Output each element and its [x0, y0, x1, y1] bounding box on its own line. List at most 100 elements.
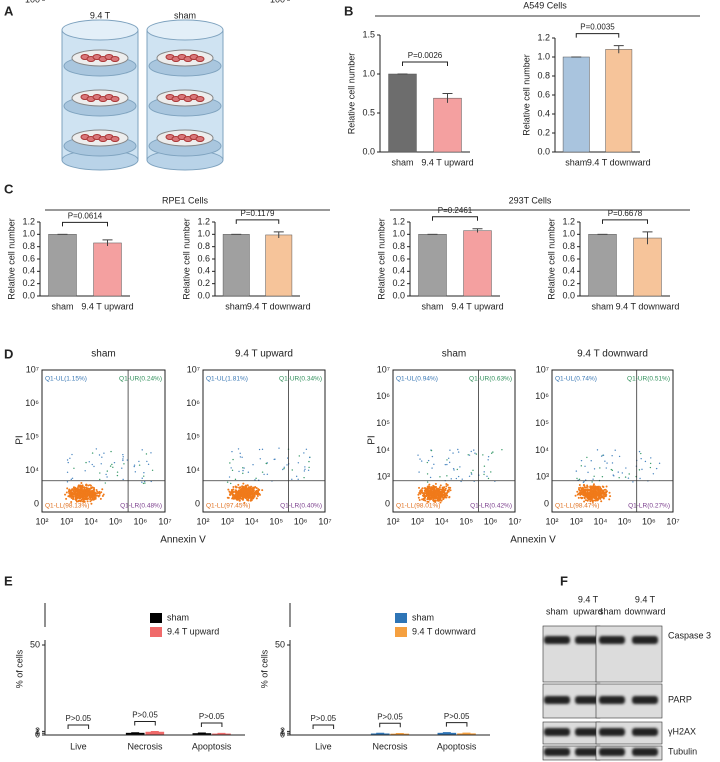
event-dot — [96, 492, 99, 495]
event-dot — [238, 499, 241, 502]
event-dot — [91, 452, 94, 454]
x-tick-label: sham — [421, 301, 443, 311]
band — [544, 748, 570, 756]
event-dot — [89, 493, 92, 496]
event-dot — [254, 479, 256, 481]
y-tick-label: 0.0 — [392, 290, 405, 300]
x-tick-label: 10⁵ — [109, 516, 123, 526]
plot-title: sham — [91, 349, 115, 360]
event-dot — [304, 468, 306, 471]
event-dot — [230, 482, 232, 485]
event-dot — [303, 452, 305, 454]
event-dot — [307, 469, 310, 471]
event-dot — [593, 489, 596, 492]
western-blots: sham 9.4 T upward 9.4 T sham downward Ca… — [542, 594, 711, 761]
y-tick-label: 0.0 — [537, 146, 550, 156]
event-dot — [442, 497, 445, 500]
event-dot — [106, 470, 108, 472]
event-dot — [455, 477, 458, 480]
event-dot — [601, 492, 604, 495]
event-dot — [421, 487, 424, 490]
event-dot — [239, 452, 241, 455]
event-dot — [583, 497, 586, 500]
event-dot — [591, 481, 593, 483]
event-dot — [604, 495, 607, 498]
event-dot — [138, 460, 140, 463]
event-dot — [273, 458, 275, 461]
event-dot — [609, 495, 612, 498]
event-dot — [420, 491, 423, 494]
event-dot — [438, 495, 441, 498]
y-tick-label: 10³ — [536, 472, 549, 482]
event-dot — [583, 492, 586, 495]
event-dot — [66, 459, 69, 461]
y-axis-title: Relative cell number — [6, 218, 16, 300]
x-tick-label: Necrosis — [127, 741, 163, 751]
event-dot — [436, 494, 439, 497]
bar — [588, 234, 617, 297]
event-dot — [111, 463, 113, 466]
event-dot — [423, 492, 426, 495]
event-dot — [446, 475, 448, 477]
y-tick-label: 0 — [195, 498, 200, 508]
event-dot — [450, 478, 452, 480]
event-dot — [439, 488, 442, 491]
y-tick-label: 10⁷ — [26, 364, 39, 374]
event-dot — [116, 474, 119, 477]
event-dot — [576, 490, 579, 493]
event-dot — [487, 456, 490, 458]
event-dot — [142, 482, 145, 485]
event-dot — [80, 481, 83, 484]
event-dot — [95, 488, 98, 491]
bar — [463, 230, 492, 297]
event-dot — [605, 491, 608, 494]
event-dot — [252, 463, 254, 466]
error-bar — [613, 45, 624, 54]
x-tick-label: sham — [225, 301, 247, 311]
event-dot — [143, 475, 145, 477]
event-dot — [231, 493, 234, 496]
event-dot — [580, 492, 583, 495]
p-value: P>0.05 — [377, 712, 403, 721]
event-dot — [286, 464, 288, 466]
event-dot — [99, 497, 102, 500]
event-dot — [89, 500, 92, 503]
y-tick-label: 0 — [385, 498, 390, 508]
p-value: P>0.05 — [311, 714, 337, 723]
event-dot — [596, 486, 599, 489]
event-dot — [599, 486, 602, 489]
event-dot — [99, 472, 101, 474]
y-tick-label: 0.6 — [22, 253, 35, 263]
event-dot — [66, 471, 69, 473]
bar — [418, 234, 447, 297]
event-dot — [443, 491, 446, 494]
event-dot — [256, 493, 259, 496]
y-tick-label: 10⁴ — [25, 465, 39, 475]
y-tick-label: 10⁶ — [376, 391, 390, 401]
event-dot — [417, 454, 419, 456]
plot-frame — [551, 369, 674, 513]
event-dot — [596, 499, 599, 502]
event-dot — [232, 458, 234, 461]
lane-label: 9.4 T — [578, 594, 599, 604]
event-dot — [67, 495, 70, 498]
y-axis-title: Relative cell number — [521, 54, 531, 136]
event-dot — [588, 497, 591, 500]
event-dot — [98, 454, 101, 456]
event-dot — [441, 486, 444, 489]
group-title: A549 Cells — [523, 0, 567, 10]
y-tick-label: 10⁶ — [186, 398, 200, 408]
stack-label: 9.4 T — [90, 10, 111, 20]
event-dot — [237, 498, 240, 501]
event-dot — [492, 451, 494, 453]
significance-bracket — [312, 724, 335, 729]
y-axis-title: Relative cell number — [346, 53, 356, 135]
y-tick-label: 10⁶ — [535, 391, 549, 401]
event-dot — [69, 494, 72, 497]
event-dot — [585, 486, 588, 489]
y-tick-label: 0.8 — [197, 241, 210, 251]
event-dot — [617, 471, 619, 473]
event-dot — [581, 490, 584, 493]
cells — [110, 136, 120, 142]
event-dot — [438, 499, 441, 502]
